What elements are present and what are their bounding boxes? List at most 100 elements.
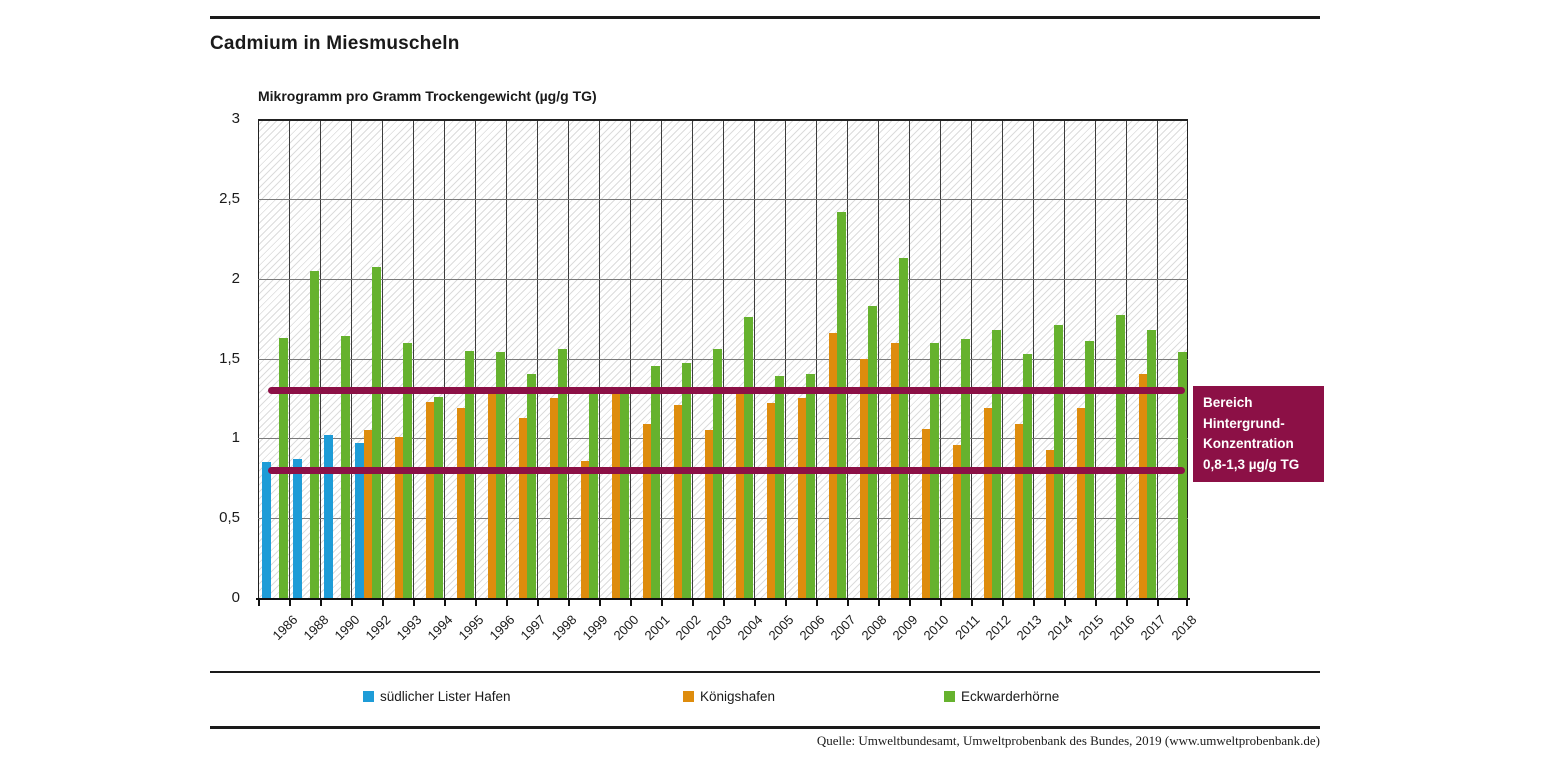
- bar-k-nigshafen-1994: [426, 401, 435, 598]
- bar-k-nigshafen-2012: [984, 407, 993, 598]
- x-tick-label: 2004: [734, 612, 766, 644]
- x-tick-label: 2000: [610, 612, 642, 644]
- bar-eckwarderh-rne-2013: [1023, 353, 1032, 598]
- bar-s-dlicher-lister-hafen-1988: [293, 459, 302, 598]
- x-tick-label: 1988: [300, 612, 332, 644]
- x-tick-label: 2009: [889, 612, 921, 644]
- bar-k-nigshafen-2008: [860, 358, 869, 598]
- h-gridline: [258, 438, 1188, 440]
- x-tick: [940, 599, 942, 606]
- legend-item-eckwarderhoerne: Eckwarderhörne: [944, 689, 1059, 704]
- annotation-line: Hintergrund-: [1203, 415, 1285, 431]
- x-tick-label: 1998: [548, 612, 580, 644]
- plot-border-top: [258, 119, 1188, 121]
- x-tick: [475, 599, 477, 606]
- x-tick-label: 2014: [1044, 612, 1076, 644]
- bar-k-nigshafen-2013: [1015, 423, 1024, 598]
- x-tick-label: 2013: [1013, 612, 1045, 644]
- bar-eckwarderh-rne-2001: [651, 366, 660, 598]
- x-tick-label: 2003: [703, 612, 735, 644]
- x-tick: [537, 599, 539, 606]
- bar-k-nigshafen-2015: [1077, 407, 1086, 598]
- y-axis-labels: 0 0,5 1 1,5 2 2,5 3: [198, 110, 250, 606]
- x-tick: [971, 599, 973, 606]
- y-tick-label: 0,5: [219, 509, 240, 527]
- x-tick-label: 2002: [672, 612, 704, 644]
- bar-eckwarderh-rne-2006: [806, 374, 815, 598]
- bar-eckwarderh-rne-2000: [620, 393, 629, 598]
- y-tick-label: 2,5: [219, 189, 240, 207]
- legend-item-koenigshafen: Königshafen: [683, 689, 775, 704]
- bar-eckwarderh-rne-1988: [310, 270, 319, 598]
- x-tick: [413, 599, 415, 606]
- bar-k-nigshafen-1995: [457, 407, 466, 598]
- bar-eckwarderh-rne-2009: [899, 257, 908, 598]
- bar-s-dlicher-lister-hafen-1990: [324, 435, 333, 598]
- x-axis: 1986 1988 1990 1992 1993 1994 1995 1996 1997 1998…: [256, 598, 1199, 668]
- x-tick: [630, 599, 632, 606]
- x-tick: [754, 599, 756, 606]
- legend-label: Eckwarderhörne: [961, 689, 1060, 704]
- bar-eckwarderh-rne-1994: [434, 396, 443, 598]
- top-divider: [210, 16, 1320, 19]
- x-tick-label: 1993: [393, 612, 425, 644]
- bar-k-nigshafen-2004: [736, 388, 745, 598]
- x-tick-label: 1992: [362, 612, 394, 644]
- annotation-line: Bereich: [1203, 395, 1253, 410]
- x-tick: [382, 599, 384, 606]
- x-tick: [1157, 599, 1159, 606]
- plot-area: [258, 119, 1188, 598]
- legend-label: südlicher Lister Hafen: [380, 689, 511, 704]
- bar-k-nigshafen-1999: [581, 460, 590, 598]
- x-tick: [289, 599, 291, 606]
- x-tick-label: 1994: [424, 612, 456, 644]
- y-tick-label: 1,5: [219, 349, 240, 367]
- x-tick: [785, 599, 787, 606]
- x-tick-label: 1990: [331, 612, 363, 644]
- x-tick-label: 2001: [641, 612, 673, 644]
- h-gridline: [258, 518, 1188, 520]
- bar-eckwarderh-rne-2018: [1178, 352, 1187, 598]
- x-tick-label: 2011: [951, 612, 983, 643]
- bar-k-nigshafen-1993: [395, 436, 404, 598]
- x-tick: [1126, 599, 1128, 606]
- x-tick: [1002, 599, 1004, 606]
- legend-divider-bottom: [210, 726, 1320, 729]
- x-tick: [1064, 599, 1066, 606]
- bar-k-nigshafen-2010: [922, 428, 931, 598]
- page-title: Cadmium in Miesmuscheln: [210, 33, 460, 54]
- legend-swatch-blue: [363, 691, 374, 702]
- bar-k-nigshafen-2005: [767, 403, 776, 598]
- x-tick: [692, 599, 694, 606]
- x-tick-label: 1997: [517, 612, 549, 644]
- bar-k-nigshafen-2017: [1139, 374, 1148, 598]
- bar-k-nigshafen-2007: [829, 332, 838, 598]
- x-tick: [599, 599, 601, 606]
- x-tick: [816, 599, 818, 606]
- bar-k-nigshafen-2011: [953, 444, 962, 598]
- bar-eckwarderh-rne-2012: [992, 329, 1001, 598]
- x-tick-label: 2005: [765, 612, 797, 644]
- reference-line-lower: [268, 466, 1185, 474]
- legend-swatch-orange: [683, 691, 694, 702]
- x-tick: [258, 599, 260, 606]
- bar-k-nigshafen-2000: [612, 393, 621, 598]
- bar-eckwarderh-rne-1992: [372, 267, 381, 598]
- bar-eckwarderh-rne-2014: [1054, 324, 1063, 598]
- annotation-line: 0,8-1,3 µg/g TG: [1203, 456, 1300, 472]
- x-tick-label: 2010: [920, 612, 952, 644]
- bar-k-nigshafen-2002: [674, 404, 683, 598]
- x-tick: [444, 599, 446, 606]
- x-tick-label: 1995: [455, 612, 487, 644]
- h-gridline: [258, 278, 1188, 280]
- legend-label: Königshafen: [700, 689, 776, 704]
- x-tick-label: 2007: [827, 612, 859, 644]
- bar-eckwarderh-rne-2005: [775, 376, 784, 598]
- legend-divider-top: [210, 671, 1320, 673]
- x-tick: [909, 599, 911, 606]
- legend-item-suedlicher-lister-hafen: südlicher Lister Hafen: [363, 689, 511, 704]
- x-tick-label: 1986: [269, 612, 301, 644]
- bar-eckwarderh-rne-1997: [527, 374, 536, 598]
- y-tick-label: 2: [231, 269, 240, 287]
- bar-k-nigshafen-1998: [550, 398, 559, 598]
